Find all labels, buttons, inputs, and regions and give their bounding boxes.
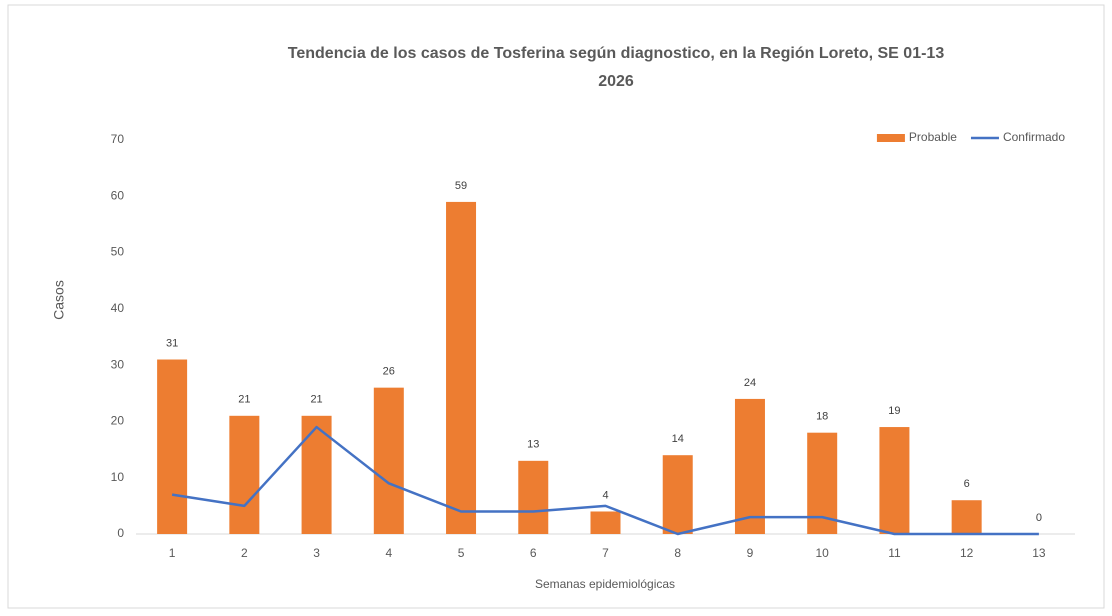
x-tick-label: 7 xyxy=(602,546,609,560)
x-tick-label: 2 xyxy=(241,546,248,560)
bar xyxy=(373,387,404,534)
data-label: 6 xyxy=(964,478,970,490)
x-tick-label: 10 xyxy=(816,546,830,560)
data-label: 0 xyxy=(1036,512,1042,524)
bar xyxy=(446,201,477,534)
x-tick-label: 11 xyxy=(888,546,901,560)
data-label: 18 xyxy=(816,411,828,423)
data-label: 19 xyxy=(888,405,900,417)
data-label: 14 xyxy=(672,433,684,445)
chart-title: Tendencia de los casos de Tosferina segú… xyxy=(287,45,945,90)
chart-border xyxy=(7,4,1105,609)
data-label: 26 xyxy=(383,366,395,378)
data-label: 59 xyxy=(455,180,467,192)
legend-label: Probable xyxy=(909,130,957,144)
bar xyxy=(590,511,621,534)
data-label: 4 xyxy=(602,489,608,501)
y-tick-label: 0 xyxy=(117,526,124,540)
data-label: 24 xyxy=(744,377,756,389)
y-tick-label: 50 xyxy=(111,245,125,259)
line xyxy=(171,425,1039,536)
x-tick-label: 3 xyxy=(313,546,320,560)
y-tick-label: 20 xyxy=(111,414,125,428)
x-tick-label: 6 xyxy=(530,546,537,560)
bar xyxy=(301,415,332,534)
y-axis-label: Casos xyxy=(51,280,67,320)
x-tick-label: 9 xyxy=(747,546,754,560)
bar xyxy=(518,460,549,534)
data-label: 21 xyxy=(310,394,322,406)
x-tick-label: 5 xyxy=(458,546,465,560)
y-tick-label: 30 xyxy=(111,357,125,371)
bar xyxy=(734,398,765,534)
bar xyxy=(951,500,982,534)
data-label: 31 xyxy=(166,337,178,349)
legend-label: Confirmado xyxy=(1003,130,1065,144)
x-tick-label: 12 xyxy=(960,546,974,560)
y-tick-label: 40 xyxy=(111,301,125,315)
bar xyxy=(157,359,188,534)
y-tick-label: 10 xyxy=(111,470,125,484)
data-label: 13 xyxy=(527,439,539,451)
y-tick-label: 60 xyxy=(111,188,125,202)
bar xyxy=(662,455,693,534)
data-label: 21 xyxy=(238,394,250,406)
x-axis-label: Semanas epidemiológicas xyxy=(535,577,675,591)
x-tick-label: 8 xyxy=(674,546,681,560)
legend-swatch xyxy=(876,134,905,142)
y-tick-label: 70 xyxy=(111,132,125,146)
x-tick-label: 13 xyxy=(1032,546,1046,560)
x-tick-label: 1 xyxy=(169,546,176,560)
bar xyxy=(879,427,910,534)
x-tick-label: 4 xyxy=(385,546,392,560)
bar xyxy=(229,415,260,534)
